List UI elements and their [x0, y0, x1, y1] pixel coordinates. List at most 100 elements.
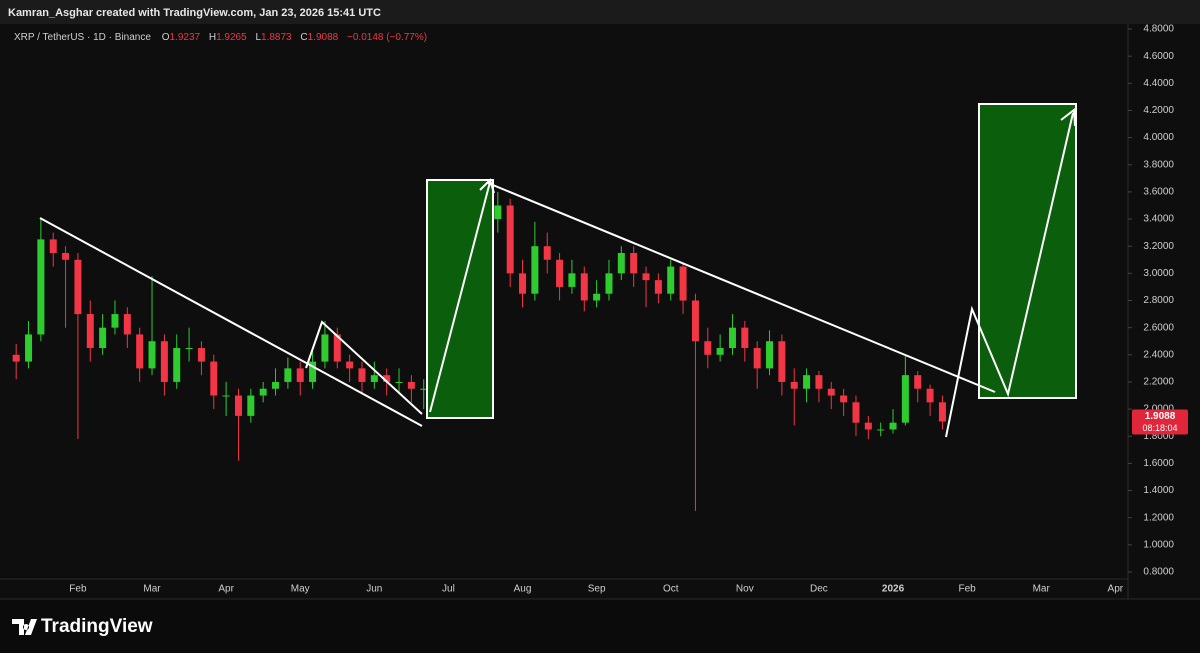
- candle-body: [148, 341, 156, 369]
- y-tick-label: 3.6000: [1143, 187, 1174, 198]
- candle-body: [420, 388, 428, 390]
- y-tick-label: 4.8000: [1143, 24, 1174, 35]
- candle-body: [803, 375, 811, 389]
- candle-body: [173, 348, 181, 382]
- ohlc-value: 1.9237: [169, 32, 200, 43]
- candle-body: [679, 266, 687, 301]
- logo-mark: [12, 619, 37, 635]
- candle-body: [210, 361, 218, 396]
- last-price: 1.9088: [1145, 411, 1176, 422]
- x-tick-label: Jul: [442, 584, 455, 595]
- candle-body: [185, 348, 193, 350]
- x-tick-label: May: [291, 584, 310, 595]
- tradingview-logo: [12, 619, 37, 635]
- x-tick-label: Oct: [663, 584, 679, 595]
- candle-body: [99, 327, 107, 349]
- arrow-head: [479, 178, 495, 194]
- y-tick-label: 2.2000: [1143, 377, 1174, 388]
- candle-body: [778, 341, 786, 382]
- trend-line: [39, 217, 423, 427]
- candle-body: [617, 252, 625, 274]
- candle-body: [630, 252, 638, 274]
- x-tick-label: Apr: [218, 584, 234, 595]
- candle-body: [938, 402, 946, 422]
- candle-body: [531, 246, 539, 294]
- candle-body: [74, 259, 82, 315]
- y-tick-label: 4.4000: [1143, 78, 1174, 89]
- candle-body: [395, 381, 403, 383]
- y-tick-label: 1.2000: [1143, 512, 1174, 523]
- candle-body: [704, 341, 712, 355]
- ohlc-value: 1.9265: [216, 32, 247, 43]
- price-badge: [1132, 409, 1188, 435]
- candle-body: [247, 395, 255, 416]
- candle-body: [864, 422, 872, 430]
- candle-body: [86, 314, 94, 349]
- y-tick-label: 4.0000: [1143, 132, 1174, 143]
- x-tick-label: Feb: [959, 584, 977, 595]
- candle-body: [234, 395, 242, 416]
- brand: TradingView: [41, 616, 153, 637]
- candle-body: [506, 205, 514, 274]
- candle-body: [852, 402, 860, 423]
- candle-body: [840, 395, 848, 403]
- ohlc-value: 1.9088: [308, 32, 339, 43]
- candle-body: [716, 348, 724, 355]
- countdown: 08:18:04: [1142, 423, 1177, 433]
- candle-body: [346, 361, 354, 369]
- x-tick-label: 2026: [882, 584, 905, 595]
- candle-body: [519, 273, 527, 294]
- candle-body: [556, 259, 564, 287]
- candle-body: [815, 375, 823, 389]
- candle-body: [543, 246, 551, 260]
- x-tick-label: Dec: [810, 584, 828, 595]
- change: −0.0148 (−0.77%): [347, 32, 427, 43]
- x-tick-label: Jun: [366, 584, 382, 595]
- y-tick-label: 3.0000: [1143, 268, 1174, 279]
- candle-body: [568, 273, 576, 287]
- candle-body: [272, 381, 280, 389]
- candle-body: [222, 395, 230, 397]
- y-tick-label: 2.8000: [1143, 295, 1174, 306]
- y-tick-label: 3.8000: [1143, 159, 1174, 170]
- candle-body: [654, 280, 662, 294]
- candle-body: [667, 266, 675, 294]
- y-tick-label: 2.0000: [1143, 404, 1174, 415]
- candle-body: [593, 293, 601, 301]
- candle-body: [259, 388, 267, 396]
- candle-body: [49, 239, 57, 253]
- candle-body: [309, 361, 317, 382]
- symbol: XRP / TetherUS · 1D · Binance: [14, 32, 151, 43]
- target-box: [978, 103, 1077, 399]
- projection-arrow: [429, 181, 491, 413]
- candle-body: [111, 314, 119, 328]
- candle-body: [197, 348, 205, 362]
- ohlc-label: C: [300, 32, 307, 43]
- ohlc-label: O: [162, 32, 170, 43]
- candle-body: [321, 334, 329, 362]
- candle-body: [766, 341, 774, 369]
- y-tick-label: 1.0000: [1143, 539, 1174, 550]
- y-tick-label: 2.4000: [1143, 349, 1174, 360]
- candle-body: [358, 368, 366, 382]
- y-tick-label: 0.8000: [1143, 567, 1174, 578]
- candle-body: [741, 327, 749, 349]
- x-tick-label: Nov: [736, 584, 754, 595]
- candle-body: [926, 388, 934, 403]
- candle-body: [827, 388, 835, 396]
- candle-body: [753, 348, 761, 369]
- x-tick-label: Mar: [1033, 584, 1051, 595]
- ohlc-label: H: [209, 32, 216, 43]
- projection-arrow: [945, 112, 1074, 438]
- candle-body: [889, 422, 897, 430]
- x-tick-label: Aug: [514, 584, 532, 595]
- x-tick-label: Mar: [143, 584, 161, 595]
- candle-body: [284, 368, 292, 382]
- candle-body: [642, 273, 650, 281]
- candle-body: [914, 375, 922, 389]
- trend-line: [487, 182, 996, 393]
- candle-body: [136, 334, 144, 369]
- candle-body: [383, 375, 391, 382]
